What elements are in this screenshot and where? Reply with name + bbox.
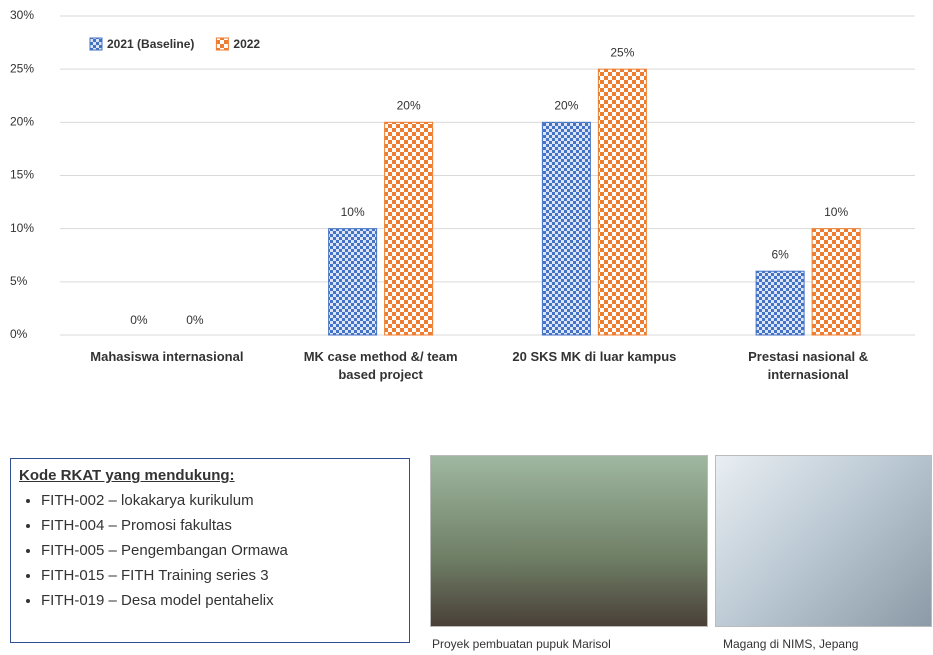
rkat-item: FITH-019 – Desa model pentahelix xyxy=(41,588,401,613)
rkat-list: FITH-002 – lokakarya kurikulumFITH-004 –… xyxy=(19,488,401,613)
y-tick-label: 25% xyxy=(10,61,34,75)
value-label: 10% xyxy=(824,205,848,219)
value-label: 0% xyxy=(130,313,148,327)
bar xyxy=(598,69,646,335)
rkat-title: Kode RKAT yang mendukung: xyxy=(19,467,401,484)
bar xyxy=(756,271,804,335)
x-tick-label: Mahasiswa internasional xyxy=(77,348,257,366)
photo xyxy=(430,455,708,627)
x-tick-label: Prestasi nasional & internasional xyxy=(718,348,898,384)
y-tick-label: 5% xyxy=(10,274,28,288)
value-label: 20% xyxy=(397,99,421,113)
y-tick-label: 30% xyxy=(10,8,34,22)
x-tick-label: 20 SKS MK di luar kampus xyxy=(504,348,684,366)
bar xyxy=(542,122,590,335)
bar xyxy=(385,122,433,335)
value-label: 20% xyxy=(554,99,578,113)
legend-swatch xyxy=(90,38,102,50)
bar xyxy=(812,229,860,335)
rkat-box: Kode RKAT yang mendukung: FITH-002 – lok… xyxy=(10,458,410,643)
bar xyxy=(329,229,377,335)
y-tick-label: 20% xyxy=(10,115,34,129)
legend-label: 2022 xyxy=(233,37,260,51)
photo-caption: Proyek pembuatan pupuk Marisol xyxy=(432,637,611,651)
rkat-item: FITH-002 – lokakarya kurikulum xyxy=(41,488,401,513)
photo-caption: Magang di NIMS, Jepang xyxy=(723,637,858,651)
value-label: 0% xyxy=(186,313,204,327)
rkat-item: FITH-015 – FITH Training series 3 xyxy=(41,563,401,588)
slide: 0% 5% 10% 15% 20% 25% 30% 0% 0% 10% 20% 20% 25% 6% 10%… xyxy=(0,0,933,655)
legend-label: 2021 (Baseline) xyxy=(107,37,194,51)
photo xyxy=(715,455,932,627)
y-tick-label: 15% xyxy=(10,168,34,182)
rkat-item: FITH-005 – Pengembangan Ormawa xyxy=(41,538,401,563)
y-tick-label: 0% xyxy=(10,327,28,341)
legend-swatch xyxy=(216,38,228,50)
rkat-item: FITH-004 – Promosi fakultas xyxy=(41,513,401,538)
value-label: 10% xyxy=(341,205,365,219)
value-label: 25% xyxy=(610,45,634,59)
y-tick-label: 10% xyxy=(10,221,34,235)
x-tick-label: MK case method &/ team based project xyxy=(291,348,471,384)
value-label: 6% xyxy=(771,247,789,261)
